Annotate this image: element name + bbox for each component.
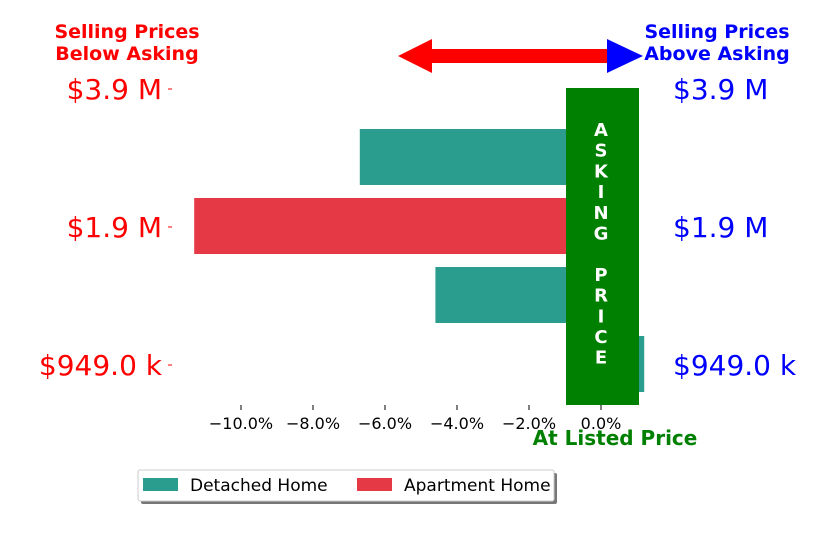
arrow-right-head-icon — [607, 39, 643, 73]
left-label-949k: $949.0 k — [39, 349, 163, 382]
x-tick-label: −2.0% — [502, 414, 556, 433]
x-axis: −10.0% −8.0% −6.0% −4.0% −2.0% 0.0% — [209, 405, 621, 433]
legend: Detached Home Apartment Home — [137, 469, 557, 504]
asking-band-letter: A — [594, 120, 608, 141]
asking-band-letter: N — [593, 203, 608, 224]
right-label-949k: $949.0 k — [673, 349, 797, 382]
legend-box — [137, 469, 555, 502]
asking-band-letter: S — [595, 141, 608, 162]
left-header-line1: Selling Prices — [54, 21, 199, 43]
x-tick-label: −10.0% — [209, 414, 273, 433]
bar-apartment-0 — [194, 198, 601, 254]
legend-swatch-apartment — [357, 478, 392, 491]
left-label-3-9m: $3.9 M — [67, 73, 162, 106]
x-tick-label: −4.0% — [430, 414, 484, 433]
arrow-left-head-icon — [398, 39, 432, 73]
legend-label-apartment: Apartment Home — [404, 476, 551, 496]
asking-price-band — [566, 88, 639, 405]
x-axis-label: At Listed Price — [533, 426, 698, 450]
x-tick-label: −6.0% — [358, 414, 412, 433]
asking-band-letter: R — [594, 286, 608, 307]
x-tick-label: −8.0% — [286, 414, 340, 433]
right-label-3-9m: $3.9 M — [673, 73, 768, 106]
bar-detached-2 — [359, 129, 601, 185]
right-header-line1: Selling Prices — [644, 21, 789, 43]
right-header-line2: Above Asking — [644, 43, 790, 65]
right-label-1-9m: $1.9 M — [673, 211, 768, 244]
legend-label-detached: Detached Home — [190, 476, 328, 496]
asking-band-letter: I — [598, 182, 605, 203]
x-tick-label: 0.0% — [581, 414, 622, 433]
arrow-shaft — [430, 49, 614, 63]
asking-band-letter: I — [598, 306, 605, 327]
left-label-1-9m: $1.9 M — [67, 211, 162, 244]
asking-band-letter: G — [594, 224, 609, 245]
asking-band-letter: P — [594, 265, 607, 286]
left-header-line2: Below Asking — [55, 43, 198, 65]
asking-band-letter: C — [594, 327, 607, 348]
asking-band-letter: K — [594, 161, 609, 182]
double-arrow-icon — [398, 39, 643, 73]
asking-band-letter: E — [595, 348, 607, 369]
legend-swatch-detached — [143, 478, 178, 491]
